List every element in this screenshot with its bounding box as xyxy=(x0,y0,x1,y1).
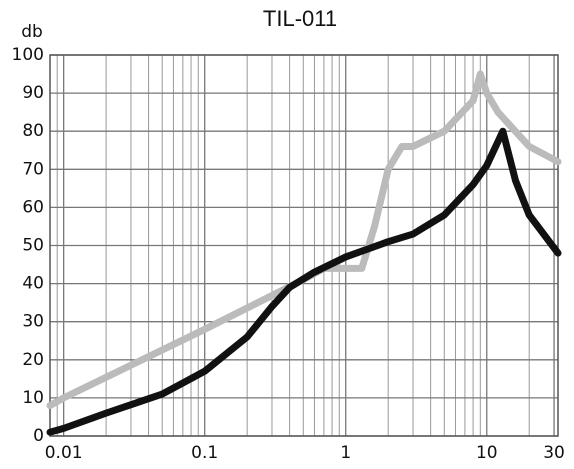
y-axis-label: db xyxy=(21,22,43,42)
x-tick-label: 0.1 xyxy=(191,443,218,463)
x-tick-label: 0.01 xyxy=(45,443,83,463)
y-tick-label: 70 xyxy=(22,159,44,179)
line-series xyxy=(46,127,562,436)
y-tick-label: 90 xyxy=(22,83,44,103)
y-tick-label: 0 xyxy=(33,426,44,446)
y-tick-label: 60 xyxy=(22,197,44,217)
plot-frame xyxy=(49,54,559,437)
y-tick-label: 100 xyxy=(12,45,44,65)
y-tick-label: 30 xyxy=(22,312,44,332)
chart-title: TIL-011 xyxy=(263,6,337,31)
y-tick-label: 10 xyxy=(22,388,44,408)
line-series xyxy=(46,70,562,410)
x-tick-label: 30 xyxy=(543,443,565,463)
y-tick-label: 40 xyxy=(22,274,44,294)
x-tick-label: 1 xyxy=(340,443,351,463)
y-tick-label: 50 xyxy=(22,236,44,256)
x-tick-label: 10 xyxy=(476,443,498,463)
y-tick-label: 20 xyxy=(22,350,44,370)
y-tick-label: 80 xyxy=(22,121,44,141)
